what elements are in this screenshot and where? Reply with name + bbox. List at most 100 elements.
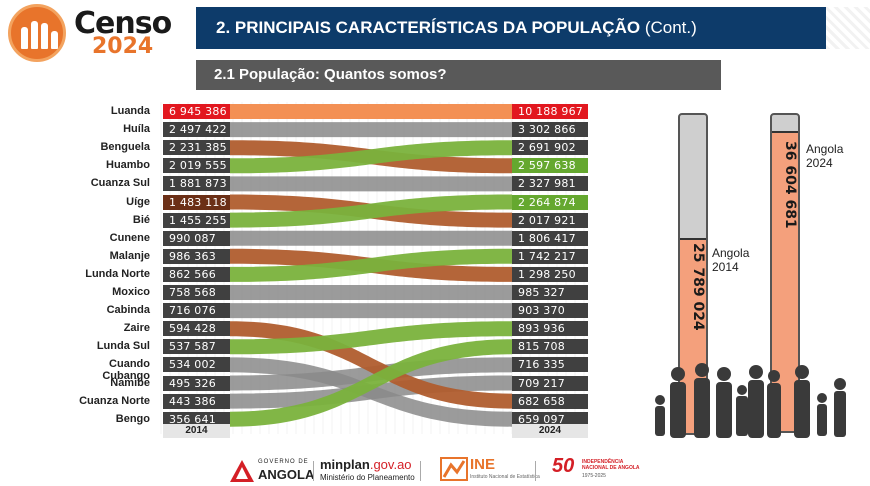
value-2024-row-5: 2 327 981 — [512, 176, 588, 192]
censo-logo: Censo 2024 — [8, 4, 190, 62]
value-2014-namibe: 495 326 — [163, 375, 230, 391]
value-2014-bie: 1 455 255 — [163, 212, 230, 228]
value-2024-row-15: 716 335 — [512, 357, 588, 373]
value-2014-moxico: 758 568 — [163, 285, 230, 300]
section-title-bar: 2. PRINCIPAIS CARACTERÍSTICAS DA POPULAÇ… — [196, 7, 826, 49]
footer-divider — [313, 461, 314, 481]
value-2014-benguela: 2 231 385 — [163, 140, 230, 156]
angola-2024-value: 36 604 681 — [782, 141, 798, 229]
section-title-suffix: (Cont.) — [644, 18, 697, 37]
province-label-cuanza-norte: Cuanza Norte — [79, 394, 150, 407]
flow-band-cuanza-sul — [230, 176, 512, 192]
subsection-title: 2.1 População: Quantos somos? — [214, 66, 447, 83]
value-2014-lunda-sul: 537 587 — [163, 339, 230, 355]
value-2024-row-2: 3 302 866 — [512, 122, 588, 138]
province-label-benguela: Benguela — [100, 141, 150, 154]
ministry-text: Ministério do Planeamento — [320, 473, 415, 482]
flow-band-cunene — [230, 230, 512, 246]
logo-year: 2024 — [92, 34, 154, 59]
ine-sub-text: Instituto Nacional de Estatística — [470, 474, 540, 480]
value-2024-row-17: 682 658 — [512, 393, 588, 409]
independence-years: 1975-2025 — [582, 473, 606, 479]
subsection-title-bar: 2.1 População: Quantos somos? — [196, 60, 721, 90]
value-2014-huambo: 2 019 555 — [163, 158, 230, 174]
family-silhouette-icon — [655, 363, 846, 438]
year-label-2014: 2014 — [163, 424, 230, 438]
value-2024-row-11: 985 327 — [512, 285, 588, 300]
family-emblem-icon — [8, 4, 66, 62]
title-bar-pattern — [826, 7, 870, 49]
year-label-2024: 2024 — [512, 424, 588, 438]
value-2014-cabinda: 716 076 — [163, 303, 230, 319]
value-2014-cuanza-norte: 443 386 — [163, 393, 230, 409]
logo-word: Censo — [74, 6, 172, 41]
flow-band-lunda-sul — [230, 321, 512, 355]
flow-band-bengo — [230, 339, 512, 427]
angola-2024-label: Angola 2024 — [806, 142, 844, 170]
province-label-bie: Bié — [132, 213, 150, 226]
province-label-malanje: Malanje — [109, 249, 150, 262]
value-2024-row-1: 10 188 967 — [512, 104, 588, 119]
value-2024-row-8: 1 806 417 — [512, 230, 588, 246]
gov-big-text: ANGOLA — [258, 467, 315, 482]
value-2024-row-16: 709 217 — [512, 375, 588, 391]
province-label-huila: Huíla — [123, 123, 150, 136]
province-label-zaire: Zaire — [123, 322, 150, 335]
province-label-huambo: Huambo — [106, 159, 150, 172]
footer-divider — [420, 461, 421, 481]
value-2024-row-3: 2 691 902 — [512, 140, 588, 156]
angola-emblem-icon — [230, 460, 254, 482]
minplan-logo: minplan.gov.ao — [320, 457, 412, 472]
flow-band-huambo — [230, 140, 512, 174]
value-2014-uige: 1 483 118 — [163, 194, 230, 210]
value-2014-bengo: 356 641 — [163, 411, 230, 427]
value-2024-row-12: 903 370 — [512, 303, 588, 319]
value-2024-row-4: 2 597 638 — [512, 158, 588, 174]
province-label-cuanza-sul: Cuanza Sul — [90, 177, 150, 190]
footer-divider — [535, 461, 536, 481]
value-2014-cuando-cubango: 534 002 — [163, 357, 230, 373]
angola-2014-label: Angola 2014 — [712, 246, 750, 274]
flow-band-bié — [230, 194, 512, 228]
province-label-cuando-cubango: Cuando Cubango — [102, 358, 150, 383]
value-2024-row-14: 815 708 — [512, 339, 588, 355]
value-2014-malanje: 986 363 — [163, 248, 230, 264]
flow-band-cabinda — [230, 303, 512, 319]
value-2024-row-9: 1 742 217 — [512, 248, 588, 264]
province-label-lunda-sul: Lunda Sul — [96, 340, 150, 353]
independence-50-logo: 50 — [552, 455, 575, 477]
value-2024-row-13: 893 936 — [512, 321, 588, 337]
ine-text: INE — [470, 456, 496, 473]
angola-2014-value: 25 789 024 — [690, 243, 706, 331]
value-2014-zaire: 594 428 — [163, 321, 230, 337]
flow-band-cuanza-norte — [230, 375, 512, 409]
province-label-uige: Uíge — [126, 195, 150, 208]
province-label-lunda-norte: Lunda Norte — [85, 267, 150, 280]
province-label-cunene: Cunene — [109, 231, 150, 244]
flow-band-huíla — [230, 122, 512, 138]
province-label-cabinda: Cabinda — [106, 304, 150, 317]
gov-small-text: GOVERNO DE — [258, 459, 309, 465]
ine-logo-icon — [440, 457, 468, 481]
value-2024-row-7: 2 017 921 — [512, 212, 588, 228]
value-2024-row-10: 1 298 250 — [512, 266, 588, 282]
value-2024-row-18: 659 097 — [512, 411, 588, 427]
province-label-bengo: Bengo — [115, 412, 150, 425]
province-label-moxico: Moxico — [112, 286, 150, 298]
value-2014-luanda: 6 945 386 — [163, 104, 230, 119]
value-2024-row-6: 2 264 874 — [512, 194, 588, 210]
footer: GOVERNO DE ANGOLA minplan.gov.ao Ministé… — [0, 449, 870, 486]
value-2014-huila: 2 497 422 — [163, 122, 230, 138]
section-title: 2. PRINCIPAIS CARACTERÍSTICAS DA POPULAÇ… — [216, 18, 697, 37]
flow-band-namibe — [230, 357, 512, 391]
province-label-luanda: Luanda — [110, 105, 150, 117]
value-2014-cuanza-sul: 1 881 873 — [163, 176, 230, 192]
value-2014-lunda-norte: 862 566 — [163, 266, 230, 282]
province-label-namibe: Namibe — [110, 376, 150, 389]
independence-text: INDEPENDÊNCIA NACIONAL DE ANGOLA — [582, 459, 640, 471]
flow-band-moxico — [230, 285, 512, 300]
value-2014-cunene: 990 087 — [163, 230, 230, 246]
flow-band-luanda — [230, 104, 512, 119]
flow-band-lunda-norte — [230, 248, 512, 282]
